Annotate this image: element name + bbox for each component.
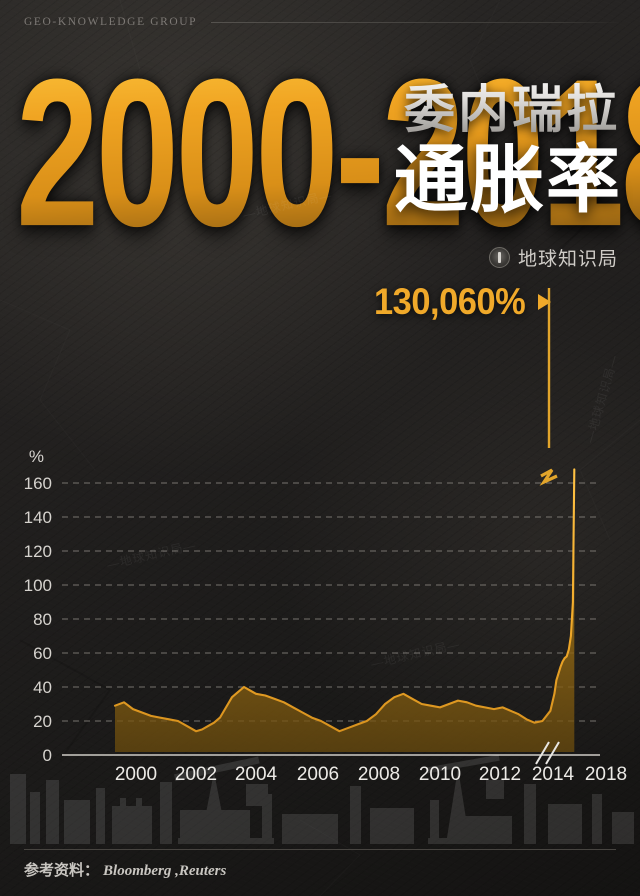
header-divider <box>211 21 622 23</box>
x-tick-2014: 2014 <box>532 764 575 780</box>
y-tick-0: 0 <box>43 746 52 765</box>
source-values: Bloomberg ,Reuters <box>103 863 227 879</box>
header-bar: GEO-KNOWLEDGE GROUP <box>0 10 640 34</box>
x-tick-2004: 2004 <box>235 764 278 780</box>
x-tick-2012: 2012 <box>479 764 521 780</box>
peak-callout: 130,060% <box>374 281 551 323</box>
x-tick-2008: 2008 <box>358 764 400 780</box>
y-tick-40: 40 <box>33 678 52 697</box>
logo-label: 地球知识局 <box>517 249 618 270</box>
y-tick-140: 140 <box>24 508 52 527</box>
title-metric: 通胀率 <box>394 138 622 221</box>
x-axis-break-icon <box>535 741 560 765</box>
brand-label: GEO-KNOWLEDGE GROUP <box>24 16 198 28</box>
footer-divider <box>24 849 616 850</box>
y-tick-80: 80 <box>33 610 52 629</box>
y-tick-60: 60 <box>33 644 52 663</box>
source-label: 参考资料： <box>24 863 100 879</box>
x-tick-2010: 2010 <box>419 764 461 780</box>
title-subject: 委内瑞拉 <box>404 68 620 142</box>
industrial-silhouette <box>10 754 634 844</box>
chart-canvas: % 160 140 120 100 80 60 40 20 0 <box>24 288 627 780</box>
y-tick-20: 20 <box>33 712 52 731</box>
y-axis-break-icon <box>539 468 558 486</box>
series-area <box>113 468 576 752</box>
footer: 参考资料： Bloomberg ,Reuters <box>24 859 226 880</box>
gridlines <box>62 482 600 722</box>
title-block: 2000-2018 2000-2018 委内瑞拉 通胀率 <box>0 48 640 258</box>
title-years-shadow: 2000-2018 <box>16 48 640 258</box>
logo: 地球知识局 <box>488 244 618 271</box>
arrow-right-icon <box>537 294 551 310</box>
y-tick-160: 160 <box>24 474 52 493</box>
y-tick-120: 120 <box>24 542 52 561</box>
x-tick-2018: 2018 <box>585 764 627 780</box>
title-years: 2000-2018 <box>16 48 640 258</box>
globe-icon <box>488 247 510 268</box>
y-axis-unit: % <box>29 447 44 466</box>
peak-value: 130,060% <box>374 281 526 322</box>
x-tick-2000: 2000 <box>115 764 157 780</box>
inflation-chart: % 160 140 120 100 80 60 40 20 0 <box>0 280 640 780</box>
x-tick-2006: 2006 <box>297 764 339 780</box>
y-tick-100: 100 <box>24 576 52 595</box>
y-axis-labels: % 160 140 120 100 80 60 40 20 0 <box>24 447 52 765</box>
